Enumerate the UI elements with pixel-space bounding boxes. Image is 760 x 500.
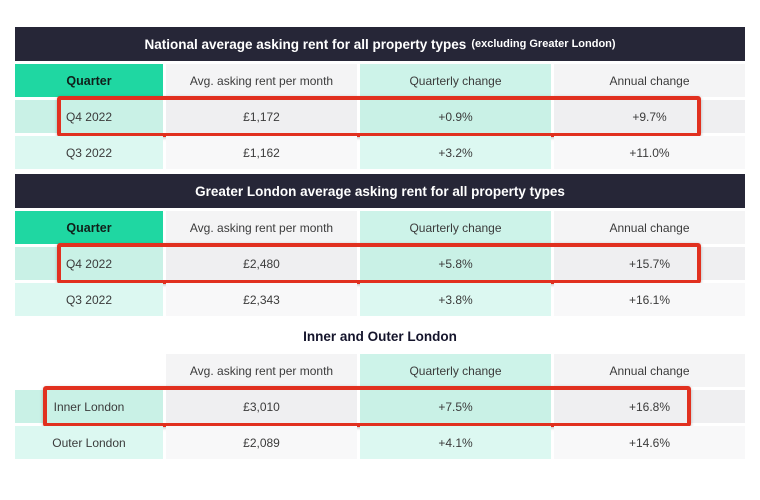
- table-row-outer-london: Outer London £2,089 +4.1% +14.6%: [15, 426, 745, 459]
- cell-avg-rent: £1,162: [166, 136, 357, 169]
- header-quarter: Quarter: [15, 64, 163, 97]
- cell-area: Outer London: [15, 426, 163, 459]
- inner-outer-london-title: Inner and Outer London: [303, 328, 457, 344]
- cell-avg-rent: £2,089: [166, 426, 357, 459]
- header-avg-rent: Avg. asking rent per month: [166, 64, 357, 97]
- cell-avg-rent: £2,480: [166, 247, 357, 280]
- national-rent-table: National average asking rent for all pro…: [15, 27, 745, 169]
- header-quarterly-change: Quarterly change: [360, 354, 551, 387]
- table-title: National average asking rent for all pro…: [144, 36, 467, 52]
- cell-quarterly-change: +7.5%: [360, 390, 551, 423]
- table-row-q4-2022: Q4 2022 £2,480 +5.8% +15.7%: [15, 243, 745, 284]
- cell-annual-change: +11.0%: [554, 136, 745, 169]
- cell-avg-rent: £3,010: [166, 390, 357, 423]
- cell-annual-change: +15.7%: [554, 247, 745, 280]
- cell-quarter: Q4 2022: [15, 247, 163, 280]
- header-avg-rent: Avg. asking rent per month: [166, 354, 357, 387]
- header-empty: [15, 354, 163, 387]
- cell-quarter: Q3 2022: [15, 136, 163, 169]
- rent-report-page: National average asking rent for all pro…: [15, 27, 745, 459]
- cell-annual-change: +14.6%: [554, 426, 745, 459]
- table-title-suffix: (excluding Greater London): [471, 38, 616, 50]
- cell-quarterly-change: +3.8%: [360, 283, 551, 316]
- cell-annual-change: +9.7%: [554, 100, 745, 133]
- table-row-inner-london: Inner London £3,010 +7.5% +16.8%: [15, 386, 745, 427]
- cell-quarterly-change: +3.2%: [360, 136, 551, 169]
- header-annual-change: Annual change: [554, 354, 745, 387]
- cell-quarterly-change: +4.1%: [360, 426, 551, 459]
- table-row-q4-2022: Q4 2022 £1,172 +0.9% +9.7%: [15, 96, 745, 137]
- table-header-row: Quarter Avg. asking rent per month Quart…: [15, 211, 745, 244]
- header-quarterly-change: Quarterly change: [360, 64, 551, 97]
- cell-quarter: Q3 2022: [15, 283, 163, 316]
- cell-avg-rent: £1,172: [166, 100, 357, 133]
- table-header-row: Avg. asking rent per month Quarterly cha…: [15, 354, 745, 387]
- table-title: Greater London average asking rent for a…: [195, 183, 565, 199]
- greater-london-rent-table: Greater London average asking rent for a…: [15, 174, 745, 316]
- header-annual-change: Annual change: [554, 211, 745, 244]
- cell-avg-rent: £2,343: [166, 283, 357, 316]
- cell-annual-change: +16.1%: [554, 283, 745, 316]
- header-avg-rent: Avg. asking rent per month: [166, 211, 357, 244]
- header-annual-change: Annual change: [554, 64, 745, 97]
- table-row-q3-2022: Q3 2022 £2,343 +3.8% +16.1%: [15, 283, 745, 316]
- greater-london-table-title-bar: Greater London average asking rent for a…: [15, 174, 745, 208]
- table-row-q3-2022: Q3 2022 £1,162 +3.2% +11.0%: [15, 136, 745, 169]
- table-header-row: Quarter Avg. asking rent per month Quart…: [15, 64, 745, 97]
- header-quarterly-change: Quarterly change: [360, 211, 551, 244]
- cell-quarter: Q4 2022: [15, 100, 163, 133]
- cell-area: Inner London: [15, 390, 163, 423]
- cell-quarterly-change: +0.9%: [360, 100, 551, 133]
- cell-quarterly-change: +5.8%: [360, 247, 551, 280]
- national-table-title-bar: National average asking rent for all pro…: [15, 27, 745, 61]
- header-quarter: Quarter: [15, 211, 163, 244]
- inner-outer-london-table: Inner and Outer London Avg. asking rent …: [15, 321, 745, 459]
- cell-annual-change: +16.8%: [554, 390, 745, 423]
